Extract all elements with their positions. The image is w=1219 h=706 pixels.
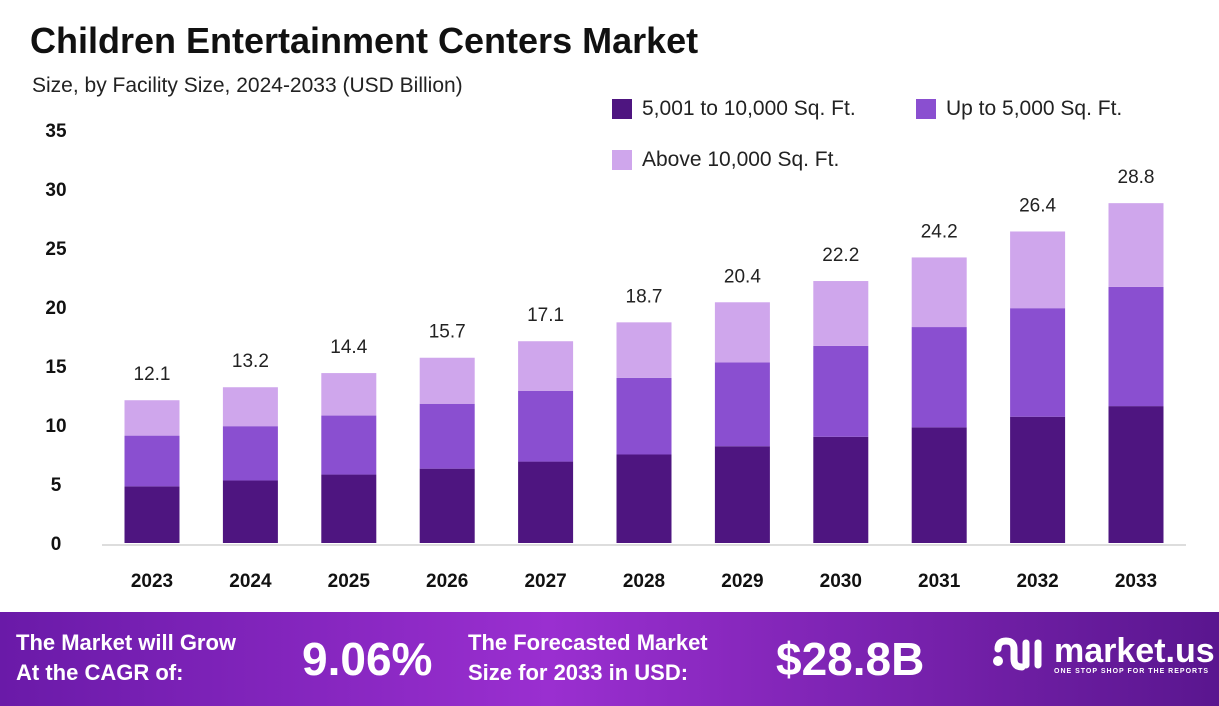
- x-tick-label: 2024: [229, 571, 272, 592]
- bar-segment: [616, 377, 672, 455]
- y-tick-label: 20: [45, 298, 66, 319]
- legend-label: 5,001 to 10,000 Sq. Ft.: [642, 97, 856, 120]
- bar-segment: [1108, 203, 1164, 287]
- data-label: 28.8: [1118, 167, 1155, 188]
- bar-segment: [124, 400, 180, 436]
- bar-segment: [714, 362, 770, 447]
- x-tick-label: 2026: [426, 571, 468, 592]
- data-label: 26.4: [1019, 195, 1056, 216]
- bar-segment: [1108, 286, 1164, 407]
- bar-segment: [911, 257, 967, 328]
- data-label: 18.7: [626, 286, 663, 307]
- legend-item-large: Above 10,000 Sq. Ft.: [612, 148, 839, 172]
- bar-segment: [1010, 231, 1066, 309]
- bar-segment: [419, 357, 475, 404]
- bar-segment: [813, 436, 869, 543]
- x-tick-label: 2023: [131, 571, 173, 592]
- bar-segment: [616, 322, 672, 378]
- data-label: 12.1: [134, 364, 171, 385]
- bar-segment: [1010, 308, 1066, 417]
- y-tick-label: 15: [45, 357, 67, 378]
- bar-segment: [1010, 416, 1066, 543]
- forecast-label: The Forecasted Market Size for 2033 in US…: [468, 630, 708, 685]
- x-tick-label: 2029: [721, 571, 763, 592]
- legend-swatch: [916, 99, 936, 119]
- y-tick-label: 5: [51, 475, 62, 496]
- x-tick-label: 2030: [820, 571, 862, 592]
- logo-name: market.us: [1054, 632, 1215, 670]
- y-tick-label: 30: [45, 180, 66, 201]
- bar-segment: [714, 302, 770, 363]
- bar-segment: [518, 390, 574, 462]
- bar-segment: [419, 468, 475, 543]
- bar-segment: [911, 427, 967, 543]
- bar-segment: [321, 415, 377, 475]
- bar-segment: [813, 281, 869, 346]
- data-label: 13.2: [232, 351, 269, 372]
- cagr-label: The Market will Grow At the CAGR of:: [16, 630, 237, 685]
- legend-swatch: [612, 99, 632, 119]
- forecast-value: $28.8B: [776, 633, 925, 685]
- x-tick-label: 2025: [328, 571, 371, 592]
- logo-tagline: ONE STOP SHOP FOR THE REPORTS: [1054, 668, 1210, 675]
- data-label: 14.4: [330, 337, 367, 358]
- x-tick-label: 2028: [623, 571, 665, 592]
- chart-title: Children Entertainment Centers Market: [30, 20, 699, 61]
- x-tick-label: 2027: [524, 571, 566, 592]
- legend-label: Up to 5,000 Sq. Ft.: [946, 97, 1123, 120]
- bar-segment: [813, 345, 869, 437]
- bar-segment: [714, 446, 770, 543]
- data-label: 20.4: [724, 266, 761, 287]
- bar-segment: [911, 327, 967, 428]
- legend-swatch: [612, 150, 632, 170]
- market-us-logo: market.us ONE STOP SHOP FOR THE REPORTS: [990, 634, 1215, 675]
- legend-item-small: Up to 5,000 Sq. Ft.: [916, 97, 1122, 121]
- data-label: 15.7: [429, 322, 466, 343]
- bar-segment: [124, 435, 180, 487]
- y-tick-label: 35: [45, 121, 67, 142]
- bar-segment: [518, 341, 574, 391]
- logo-icon: [993, 636, 1042, 670]
- bar-segment: [321, 373, 377, 416]
- y-tick-label: 10: [45, 416, 66, 437]
- bar-segment: [222, 426, 278, 481]
- bar-segment: [518, 461, 574, 543]
- data-label: 24.2: [921, 221, 958, 242]
- data-label: 22.2: [822, 245, 859, 266]
- x-tick-label: 2033: [1115, 571, 1157, 592]
- data-label: 17.1: [527, 305, 564, 326]
- bar-segment: [222, 387, 278, 427]
- y-tick-label: 0: [51, 534, 62, 555]
- x-tick-label: 2031: [918, 571, 961, 592]
- bar-segment: [616, 454, 672, 543]
- y-tick-label: 25: [45, 239, 67, 260]
- chart-subtitle: Size, by Facility Size, 2024-2033 (USD B…: [32, 74, 463, 97]
- stacked-bar-chart: 0510152025303512.1202313.2202414.4202515…: [45, 121, 1186, 592]
- bar-segment: [124, 486, 180, 543]
- legend-item-mid-size: 5,001 to 10,000 Sq. Ft.: [612, 97, 856, 121]
- bar-segment: [1108, 406, 1164, 543]
- bar-segment: [222, 480, 278, 543]
- bar-segment: [321, 474, 377, 543]
- cagr-value: 9.06%: [302, 633, 433, 685]
- x-tick-label: 2032: [1016, 571, 1058, 592]
- legend-label: Above 10,000 Sq. Ft.: [642, 148, 840, 171]
- bar-segment: [419, 403, 475, 469]
- footer-banner: The Market will Grow At the CAGR of: 9.06…: [0, 612, 1219, 706]
